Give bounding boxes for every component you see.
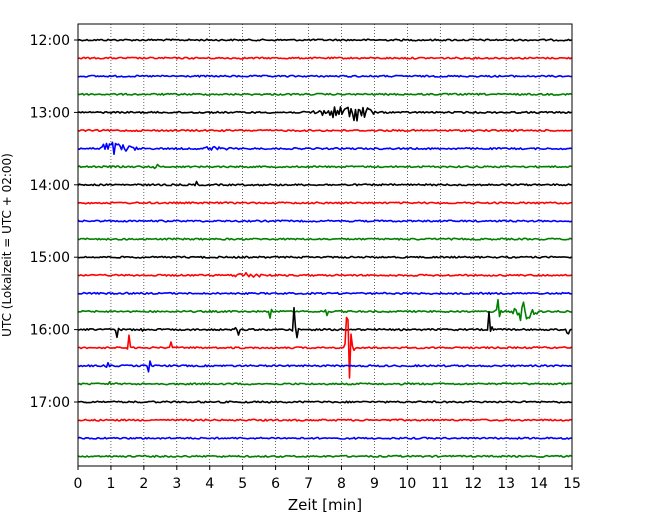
grid-lines <box>110 24 540 466</box>
trace-13:30 <box>77 141 572 156</box>
y-tick-label: 14:00 <box>30 178 70 194</box>
trace-15:15 <box>77 271 572 278</box>
x-tick-label: 10 <box>398 476 416 492</box>
trace-16:30 <box>77 360 572 373</box>
x-tick-label: 8 <box>337 476 346 492</box>
x-axis-ticks: 0 1 2 3 4 5 6 7 8 9 10 11 12 13 14 15 <box>74 466 581 492</box>
trace-17:30 <box>77 436 572 440</box>
trace-12:45 <box>78 92 572 96</box>
trace-15:30 <box>77 291 572 295</box>
trace-15:45 <box>77 298 572 322</box>
x-tick-label: 1 <box>106 476 115 492</box>
trace-14:45 <box>77 237 572 241</box>
x-tick-label: 6 <box>271 476 280 492</box>
x-tick-label: 2 <box>139 476 148 492</box>
seismic-traces <box>77 38 572 458</box>
x-tick-label: 9 <box>370 476 379 492</box>
x-tick-label: 5 <box>238 476 247 492</box>
trace-13:45 <box>77 163 572 170</box>
x-tick-label: 0 <box>74 476 83 492</box>
trace-12:15 <box>77 56 572 60</box>
trace-17:15 <box>77 418 572 422</box>
trace-17:00 <box>77 400 572 404</box>
y-tick-label: 16:00 <box>30 323 70 339</box>
y-tick-label: 13:00 <box>30 105 70 121</box>
y-axis-label: UTC (Lokalzeit = UTC + 02:00) <box>0 153 14 337</box>
trace-16:45 <box>77 381 572 386</box>
x-tick-label: 13 <box>497 476 515 492</box>
x-tick-label: 15 <box>563 476 581 492</box>
x-tick-label: 11 <box>431 476 449 492</box>
trace-14:15 <box>77 201 572 205</box>
y-tick-label: 17:00 <box>30 395 70 411</box>
x-tick-label: 14 <box>530 476 548 492</box>
x-axis-label: Zeit [min] <box>288 496 362 514</box>
trace-14:30 <box>77 219 572 223</box>
trace-15:00 <box>77 255 572 259</box>
x-tick-label: 3 <box>172 476 181 492</box>
x-tick-label: 12 <box>464 476 482 492</box>
trace-12:00 <box>77 38 572 42</box>
x-tick-label: 4 <box>205 476 214 492</box>
trace-12:30 <box>77 74 572 78</box>
trace-17:45 <box>77 454 572 458</box>
trace-16:00 <box>77 306 572 339</box>
plot-frame <box>77 23 573 467</box>
trace-13:15 <box>77 128 572 133</box>
y-tick-label: 12:00 <box>30 33 70 49</box>
trace-14:00 <box>77 180 572 187</box>
trace-13:00 <box>77 106 572 122</box>
y-axis-ticks: 12:00 13:00 14:00 15:00 16:00 17:00 <box>30 33 78 411</box>
trace-16:15 <box>78 316 572 379</box>
x-tick-label: 7 <box>304 476 313 492</box>
y-tick-label: 15:00 <box>30 250 70 266</box>
